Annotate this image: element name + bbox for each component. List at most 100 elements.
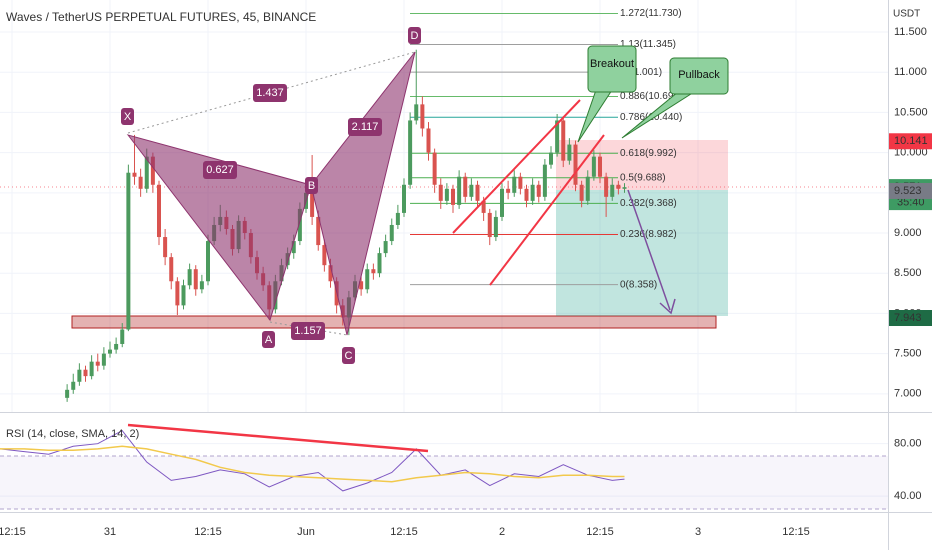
candle-body: [475, 184, 480, 201]
candle-body: [65, 389, 70, 398]
x-tick-label: 12:15: [194, 526, 222, 538]
candle-body: [561, 120, 566, 161]
candle-body: [156, 184, 161, 238]
fib-label: 0(8.358): [620, 279, 657, 290]
x-tick-label: 2: [499, 526, 505, 538]
candle-body: [506, 188, 511, 193]
candle-body: [500, 188, 505, 217]
candle-body: [310, 192, 315, 217]
callout-text: Breakout: [590, 58, 634, 70]
ratio-label: 2.117: [352, 121, 379, 133]
arrow: [627, 189, 671, 311]
candle-body: [181, 285, 186, 306]
ratio-label: 0.627: [206, 164, 234, 176]
x-tick-label: 12:15: [390, 526, 418, 538]
countdown-label: 35:40: [897, 197, 925, 209]
candle-body: [493, 216, 498, 238]
label-box: [342, 347, 355, 364]
x-tick-label: 12:15: [586, 526, 614, 538]
fib-label: 1.272(11.730): [620, 8, 682, 19]
price-tag-label: 7.943: [894, 312, 922, 324]
label-box: [305, 177, 318, 194]
candle-body: [444, 188, 449, 201]
y-tick-label: 7.500: [894, 348, 922, 360]
candle-body: [432, 152, 437, 185]
point-label: A: [265, 334, 273, 346]
y-tick-label: 11.500: [894, 26, 927, 38]
candle-body: [114, 343, 119, 350]
price-tag-label: 9.523: [894, 185, 922, 197]
divergence-line: [127, 423, 429, 453]
rsi-line: [0, 429, 625, 492]
candle-body: [126, 172, 131, 330]
rsi-band: [0, 456, 888, 509]
x-tick-label: 12:15: [0, 526, 26, 538]
callout-text: Pullback: [678, 69, 720, 81]
candle-body: [463, 176, 468, 197]
candle-body: [542, 164, 547, 197]
point-label: X: [124, 111, 132, 123]
y-tick-label: 10.000: [894, 147, 928, 159]
label-box: [203, 161, 237, 179]
candle-body: [120, 329, 125, 344]
candle-body: [132, 172, 137, 177]
candle-body: [598, 156, 603, 177]
candle-body: [163, 237, 168, 258]
fib-label: 0.5(9.688): [620, 172, 666, 183]
candle-body: [604, 176, 609, 197]
candle-body: [579, 184, 584, 201]
candle-body: [77, 369, 82, 382]
candle-body: [371, 269, 376, 274]
candle-body: [616, 184, 621, 189]
fib-label: 1(11.001): [620, 67, 662, 78]
point-label: C: [345, 350, 353, 362]
candle-body: [71, 381, 76, 390]
y-tick-label: 11.000: [894, 66, 927, 78]
candle-body: [291, 241, 296, 254]
candle-body: [101, 353, 106, 366]
candle-body: [585, 176, 590, 201]
candle-body: [205, 241, 210, 282]
candle-body: [359, 281, 364, 290]
candle-body: [524, 188, 529, 201]
candle-body: [316, 216, 321, 246]
support-zone: [71, 315, 717, 329]
candle-body: [297, 208, 302, 242]
candle-body: [199, 281, 204, 290]
channel-upper: [452, 99, 581, 234]
price-tag: [889, 133, 932, 150]
ratio-label: 1.157: [294, 325, 322, 337]
x-tick-label: 3: [695, 526, 701, 538]
point-label: B: [308, 180, 315, 192]
y-tick-label: 7.000: [894, 388, 922, 400]
x-tick-label: 12:15: [782, 526, 810, 538]
candle-body: [383, 241, 388, 254]
price-tag: [889, 182, 932, 199]
candle-body: [138, 176, 143, 189]
candle-body: [107, 349, 112, 354]
candle-body: [451, 188, 456, 205]
fib-label: 0.382(9.368): [620, 198, 677, 209]
chart-title: Waves / TetherUS PERPETUAL FUTURES, 45, …: [6, 10, 316, 24]
candle-body: [414, 104, 419, 121]
label-box: [253, 84, 287, 102]
x-tick-label: 31: [104, 526, 116, 538]
fib-label: 0.236(8.982): [620, 229, 677, 240]
candle-body: [530, 184, 535, 201]
candle-body: [377, 253, 382, 274]
rsi-title: RSI (14, close, SMA, 14, 2): [6, 428, 139, 440]
candle-body: [144, 156, 149, 189]
candle-body: [402, 184, 407, 213]
channel-lower: [489, 134, 605, 286]
callout-box: [669, 57, 729, 95]
candle-body: [487, 212, 492, 238]
point-label: D: [411, 30, 419, 42]
target-zone: [556, 190, 728, 316]
candle-body: [622, 187, 627, 189]
candle-body: [567, 144, 572, 161]
candle-body: [426, 128, 431, 153]
candle-body: [610, 184, 615, 197]
candle-body: [175, 281, 180, 306]
